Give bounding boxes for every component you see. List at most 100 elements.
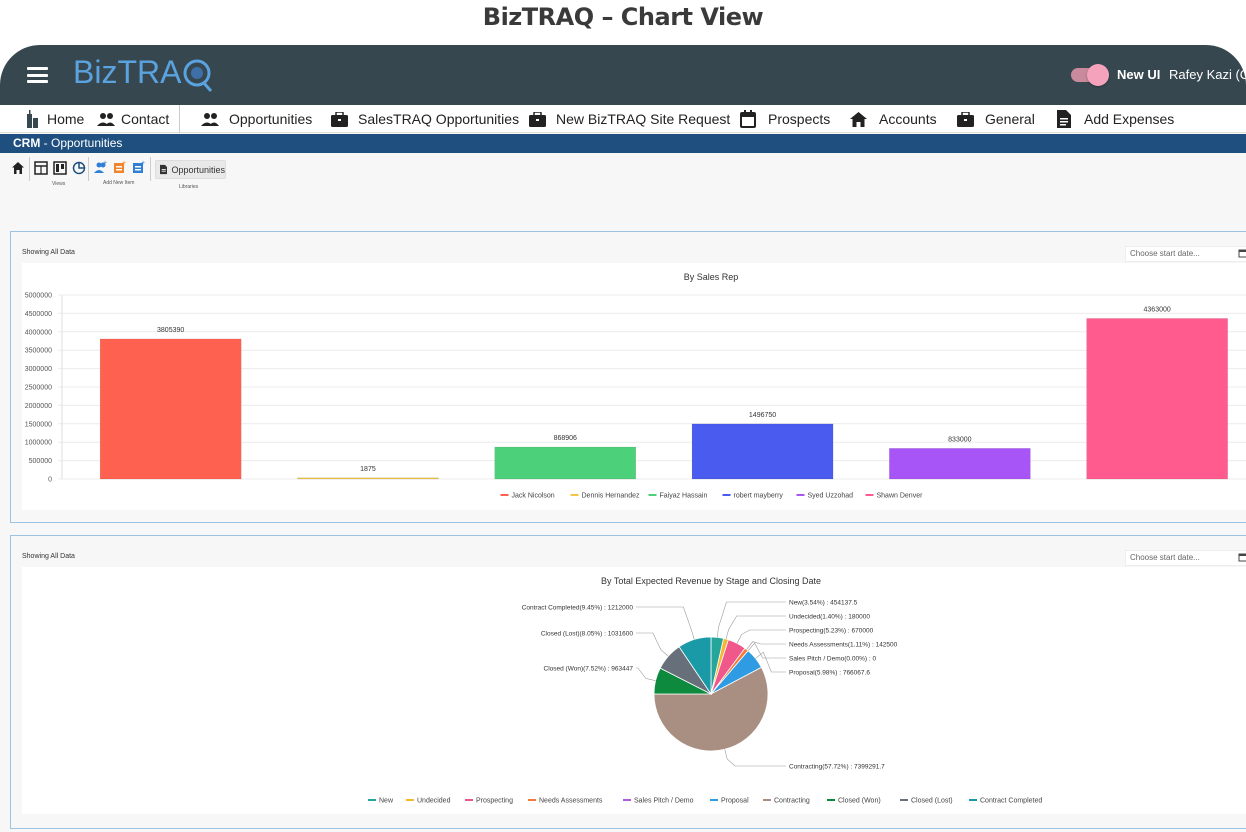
calendar-icon[interactable] bbox=[1238, 552, 1246, 562]
legend-item: Contract Completed bbox=[980, 798, 1042, 805]
y-tick-label: 4500000 bbox=[25, 311, 52, 318]
bar-chart: By Sales Rep5000000450000040000003500000… bbox=[25, 272, 1246, 500]
document-icon bbox=[1057, 110, 1071, 128]
svg-text:+: + bbox=[122, 160, 126, 167]
bar bbox=[889, 448, 1031, 480]
app-window: BizTRA New UI Rafey Kazi (C Home Contact… bbox=[0, 45, 1246, 832]
add-document-icon[interactable]: + bbox=[132, 160, 146, 174]
y-tick-label: 3500000 bbox=[25, 348, 52, 355]
pie-label: New(3.54%) : 454137.5 bbox=[789, 600, 858, 607]
legend-item: Prospecting bbox=[476, 798, 513, 805]
views-group-label: Views bbox=[52, 181, 66, 187]
nav-general-label: General bbox=[985, 111, 1035, 127]
pie-label: Closed (Won)(7.52%) : 963447 bbox=[544, 666, 634, 673]
nav-divider bbox=[179, 105, 180, 133]
y-tick-label: 5000000 bbox=[25, 293, 52, 300]
legend-item: Jack Nicolson bbox=[512, 493, 555, 500]
pie-label: Closed (Lost)(8.05%) : 1031600 bbox=[541, 631, 634, 638]
legend-item: Closed (Lost) bbox=[911, 798, 953, 805]
nav-contact[interactable]: Contact bbox=[97, 108, 169, 130]
y-tick-label: 1500000 bbox=[25, 421, 52, 428]
home-icon[interactable] bbox=[11, 161, 25, 175]
calendar-icon[interactable] bbox=[1238, 248, 1246, 258]
legend-item: Undecided bbox=[417, 798, 451, 805]
pie-leader-line bbox=[724, 749, 786, 767]
bar bbox=[1086, 318, 1228, 480]
pie-chart-area: By Total Expected Revenue by Stage and C… bbox=[22, 567, 1246, 814]
add-item-icon[interactable]: + bbox=[113, 160, 127, 174]
nav-add-expenses-label: Add Expenses bbox=[1084, 111, 1175, 127]
libraries-group-label: Libraries bbox=[179, 184, 199, 190]
legend-item: Needs Assessments bbox=[539, 798, 603, 805]
briefcase-icon bbox=[957, 111, 974, 127]
y-tick-label: 3000000 bbox=[25, 366, 52, 373]
legend-item: Proposal bbox=[721, 798, 749, 805]
y-tick-label: 500000 bbox=[29, 458, 52, 465]
legend-item: robert mayberry bbox=[734, 493, 784, 500]
start-date-input[interactable]: Choose start date... bbox=[1125, 550, 1246, 566]
nav-general[interactable]: General bbox=[957, 108, 1035, 130]
y-tick-label: 2000000 bbox=[25, 403, 52, 410]
pie-leader-line bbox=[736, 629, 786, 644]
nav-home-label: Home bbox=[47, 111, 85, 127]
legend-item: Syed Uzzohad bbox=[808, 493, 854, 500]
nav-add-expenses[interactable]: Add Expenses bbox=[1057, 108, 1174, 130]
nav-accounts[interactable]: Accounts bbox=[850, 108, 937, 130]
pie-label: Proposal(5.98%) : 766067.6 bbox=[789, 670, 870, 677]
home-icon bbox=[850, 111, 867, 127]
start-date-input[interactable]: Choose start date... bbox=[1125, 246, 1246, 262]
breadcrumb-page: - Opportunities bbox=[40, 136, 123, 150]
pie-leader-line bbox=[636, 606, 695, 640]
table-view-icon[interactable] bbox=[34, 161, 48, 175]
breadcrumb-module[interactable]: CRM bbox=[13, 136, 41, 150]
bar-value-label: 3805390 bbox=[157, 327, 184, 334]
svg-text:+: + bbox=[103, 160, 107, 167]
legend-item: New bbox=[379, 798, 394, 805]
legend-item: Dennis Hernandez bbox=[582, 493, 640, 500]
people-icon bbox=[97, 113, 115, 126]
opportunities-library-button[interactable]: Opportunities bbox=[155, 160, 226, 179]
nav-salestraq[interactable]: SalesTRAQ Opportunities bbox=[331, 108, 519, 130]
sales-rep-chart-panel: Showing All Data Choose start date... By… bbox=[10, 231, 1246, 523]
user-name[interactable]: Rafey Kazi (C bbox=[1169, 67, 1246, 82]
board-view-icon[interactable] bbox=[53, 161, 67, 175]
nav-new-site-request[interactable]: New BizTRAQ Site Request bbox=[529, 108, 730, 130]
nav-home[interactable]: Home bbox=[25, 108, 84, 130]
pie-label: Prospecting(5.23%) : 670000 bbox=[789, 628, 874, 635]
nav-salestraq-label: SalesTRAQ Opportunities bbox=[358, 111, 520, 127]
ribbon-divider bbox=[150, 157, 151, 181]
legend-item: Faiyaz Hassain bbox=[660, 493, 708, 500]
nav-prospects-label: Prospects bbox=[768, 111, 831, 127]
bar bbox=[99, 338, 242, 480]
pie-leader-line bbox=[725, 615, 786, 640]
document-icon bbox=[160, 164, 168, 175]
new-ui-toggle[interactable] bbox=[1071, 64, 1109, 86]
opportunities-library-label: Opportunities bbox=[171, 164, 225, 175]
bar bbox=[691, 423, 834, 480]
y-tick-label: 4000000 bbox=[25, 329, 52, 336]
hamburger-menu-icon[interactable] bbox=[27, 67, 48, 83]
chart-view-icon[interactable] bbox=[72, 161, 86, 175]
pie-label: Needs Assessments(1.11%) : 142500 bbox=[789, 642, 898, 649]
chart-title: By Total Expected Revenue by Stage and C… bbox=[601, 576, 821, 586]
legend-item: Sales Pitch / Demo bbox=[634, 798, 694, 805]
pie-slice bbox=[678, 636, 712, 696]
home-building-icon bbox=[27, 110, 38, 128]
calendar-icon bbox=[740, 110, 756, 128]
nav-opportunities[interactable]: Opportunities bbox=[201, 108, 312, 130]
add-person-icon[interactable]: + bbox=[94, 160, 108, 174]
revenue-stage-chart-panel: Showing All Data Choose start date... By… bbox=[10, 535, 1246, 829]
pie-label: Contract Completed(9.45%) : 1212000 bbox=[522, 605, 634, 612]
bar-value-label: 4363000 bbox=[1144, 306, 1171, 313]
briefcase-icon bbox=[331, 111, 348, 127]
page-title: BizTRAQ – Chart View bbox=[482, 3, 764, 31]
pie-leader-line bbox=[746, 641, 786, 650]
y-tick-label: 0 bbox=[48, 477, 52, 484]
pie-leader-line bbox=[755, 651, 786, 673]
biztraq-logo[interactable]: BizTRA bbox=[73, 53, 213, 95]
nav-prospects[interactable]: Prospects bbox=[740, 108, 830, 130]
pie-leader-line bbox=[717, 601, 786, 638]
legend-item: Closed (Won) bbox=[838, 798, 881, 805]
bar-value-label: 1875 bbox=[360, 466, 376, 473]
pie-label: Sales Pitch / Demo(0.00%) : 0 bbox=[789, 656, 876, 663]
